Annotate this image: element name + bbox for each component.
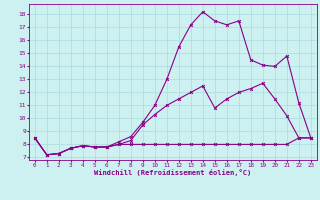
X-axis label: Windchill (Refroidissement éolien,°C): Windchill (Refroidissement éolien,°C) [94, 169, 252, 176]
